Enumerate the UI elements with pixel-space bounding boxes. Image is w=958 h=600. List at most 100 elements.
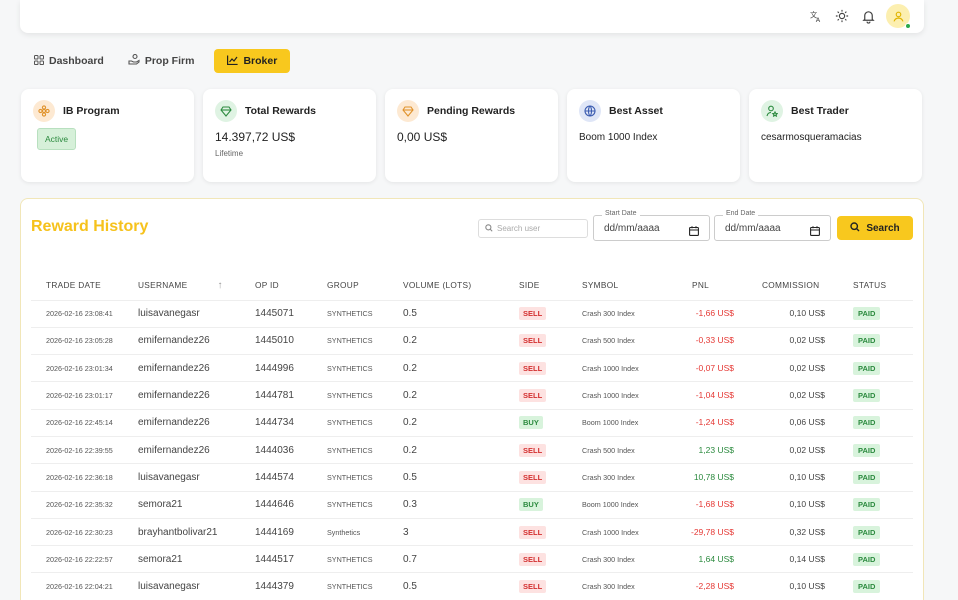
card-value: 0,00 US$	[397, 130, 448, 144]
end-date-field[interactable]: End Date dd/mm/aaaa	[714, 210, 831, 241]
cell-commission: 0,02 US$	[748, 381, 839, 410]
cell-volume: 0.2	[403, 327, 519, 356]
page-title: Reward History	[31, 218, 149, 235]
cell-commission: 0,02 US$	[748, 327, 839, 356]
cell-username: emifernandez26	[138, 409, 255, 437]
status-badge: PAID	[853, 307, 881, 321]
table-header-row: TRADE DATE USERNAME ↑ OP ID GROUP VOLUME …	[31, 271, 913, 301]
cell-pnl: 1,64 US$	[672, 545, 748, 574]
cell-username: luisavanegasr	[138, 572, 255, 600]
cell-op-id: 1444574	[255, 463, 327, 492]
cell-username: emifernandez26	[138, 381, 255, 410]
commission-value: 0,02 US$	[789, 390, 825, 401]
pnl-value: -29,78 US$	[691, 526, 734, 537]
side-badge: SELL	[519, 525, 547, 539]
grid-icon	[34, 54, 44, 68]
tab-prop-firm[interactable]: Prop Firm	[124, 49, 199, 73]
cell-side: SELL	[519, 327, 582, 356]
card-title: Total Rewards	[245, 105, 316, 117]
table-row: 2026-02-16 22:35:32 semora21 1444646 SYNTHE…	[31, 491, 913, 519]
cell-status: PAID	[839, 381, 913, 410]
table-row: 2026-02-16 22:45:14 emifernandez26 1444734…	[31, 409, 913, 437]
end-date-label: End Date	[723, 210, 759, 217]
column-header[interactable]: SIDE	[519, 271, 582, 301]
cell-group: Synthetics	[327, 518, 403, 547]
cell-op-id: 1445071	[255, 300, 327, 328]
column-header[interactable]: PNL	[672, 271, 748, 301]
cell-commission: 0,32 US$	[748, 518, 839, 547]
side-badge: SELL	[519, 580, 547, 594]
cell-group: SYNTHETICS	[327, 354, 403, 383]
cell-username: luisavanegasr	[138, 463, 255, 492]
tab-label: Dashboard	[49, 55, 104, 67]
globe-icon	[579, 100, 601, 122]
column-header[interactable]: SYMBOL	[582, 271, 672, 301]
cell-status: PAID	[839, 409, 913, 437]
sort-arrow-icon[interactable]: ↑	[217, 279, 223, 291]
tab-dashboard[interactable]: Dashboard	[30, 49, 108, 73]
column-header[interactable]: STATUS	[839, 271, 913, 301]
cell-trade-date: 2026-02-16 22:22:57	[31, 545, 138, 574]
column-header[interactable]: OP ID	[255, 271, 327, 301]
reward-history-panel: Reward History Search user Start Date dd…	[20, 198, 924, 600]
status-badge: PAID	[853, 416, 881, 430]
start-date-field[interactable]: Start Date dd/mm/aaaa	[593, 210, 710, 241]
cell-pnl: -0,07 US$	[672, 354, 748, 383]
cell-volume: 0.2	[403, 436, 519, 465]
cell-volume: 0.2	[403, 381, 519, 410]
cell-volume: 0.3	[403, 491, 519, 519]
pnl-value: -0,33 US$	[695, 335, 734, 346]
search-icon	[850, 221, 860, 235]
table-row: 2026-02-16 22:22:57 semora21 1444517 SYNTHE…	[31, 545, 913, 574]
cell-status: PAID	[839, 300, 913, 328]
cell-trade-date: 2026-02-16 22:04:21	[31, 572, 138, 600]
card-title: IB Program	[63, 105, 120, 117]
calendar-icon[interactable]	[810, 223, 820, 241]
sun-icon[interactable]	[834, 8, 850, 24]
card-value: cesarmosqueramacias	[761, 132, 862, 143]
side-badge: SELL	[519, 361, 547, 375]
card-title: Best Trader	[791, 105, 849, 117]
table-row: 2026-02-16 22:04:21 luisavanegasr 1444379 S…	[31, 572, 913, 600]
cell-username: emifernandez26	[138, 327, 255, 356]
table-row: 2026-02-16 22:39:55 emifernandez26 1444036…	[31, 436, 913, 465]
status-badge: PAID	[853, 389, 881, 403]
pnl-value: 10,78 US$	[693, 471, 734, 482]
tab-broker[interactable]: Broker	[214, 49, 291, 73]
cell-side: SELL	[519, 381, 582, 410]
table-row: 2026-02-16 23:01:34 emifernandez26 1444996…	[31, 354, 913, 383]
bell-icon[interactable]	[860, 8, 876, 24]
cell-op-id: 1444734	[255, 409, 327, 437]
search-user-input[interactable]: Search user	[478, 219, 588, 238]
cell-status: PAID	[839, 463, 913, 492]
card-value: 14.397,72 US$	[215, 130, 296, 144]
commission-value: 0,06 US$	[789, 417, 825, 428]
cell-username: emifernandez26	[138, 354, 255, 383]
column-header[interactable]: TRADE DATE	[31, 271, 138, 301]
cell-symbol: Boom 1000 Index	[582, 409, 672, 437]
table-row: 2026-02-16 23:01:17 emifernandez26 1444781…	[31, 381, 913, 410]
card-title: Best Asset	[609, 105, 663, 117]
column-header[interactable]: COMMISSION	[748, 271, 839, 301]
cell-side: SELL	[519, 518, 582, 547]
cell-side: SELL	[519, 463, 582, 492]
cell-status: PAID	[839, 436, 913, 465]
side-badge: SELL	[519, 307, 547, 321]
cell-symbol: Crash 300 Index	[582, 463, 672, 492]
tab-label: Broker	[243, 55, 278, 67]
cell-trade-date: 2026-02-16 22:36:18	[31, 463, 138, 492]
cell-symbol: Crash 1000 Index	[582, 381, 672, 410]
avatar[interactable]	[886, 4, 911, 29]
online-status-dot	[905, 23, 911, 29]
cell-commission: 0,10 US$	[748, 491, 839, 519]
commission-value: 0,14 US$	[789, 553, 825, 564]
cell-status: PAID	[839, 518, 913, 547]
column-header[interactable]: VOLUME (LOTS)	[403, 271, 519, 301]
calendar-icon[interactable]	[689, 223, 699, 241]
search-button[interactable]: Search	[837, 216, 913, 240]
pnl-value: 1,64 US$	[698, 553, 734, 564]
column-header[interactable]: GROUP	[327, 271, 403, 301]
search-button-label: Search	[866, 222, 900, 234]
column-header-username[interactable]: USERNAME ↑	[138, 271, 255, 301]
